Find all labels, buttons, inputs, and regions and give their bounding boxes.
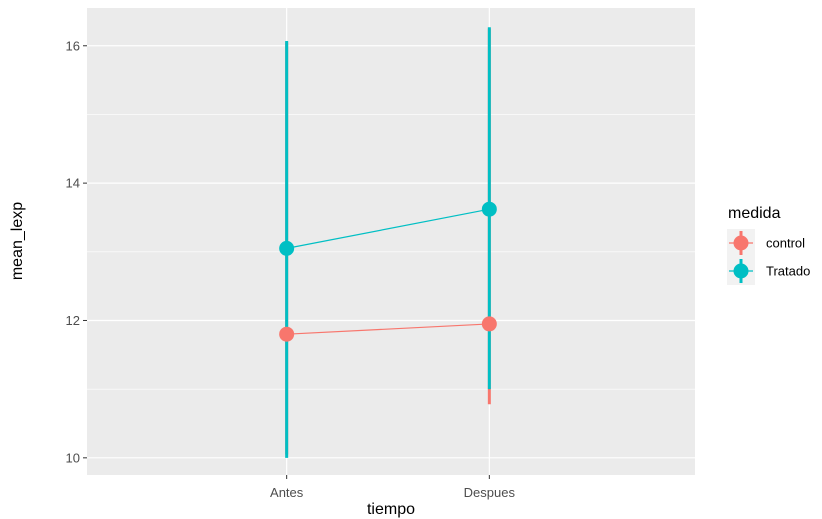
legend-title: medida [728, 205, 781, 222]
legend-key-point [733, 235, 749, 251]
x-axis-title: tiempo [367, 501, 415, 518]
legend-item-tratado: Tratado [727, 257, 810, 285]
y-tick-label: 16 [66, 38, 80, 53]
x-axis: Antes Despues [270, 475, 515, 500]
y-tick-label: 14 [66, 176, 80, 191]
legend-key-point [733, 263, 749, 279]
legend-label: control [766, 236, 805, 251]
y-axis: 10 12 14 16 [66, 38, 87, 465]
y-tick-label: 10 [66, 450, 80, 465]
series-line-control [286, 323, 490, 335]
x-tick-label: Despues [464, 485, 516, 500]
panel-background [87, 8, 695, 475]
data-point-tratado [279, 240, 295, 256]
series-lines [286, 208, 490, 335]
data-point-control [481, 316, 497, 332]
legend-item-control: control [727, 229, 805, 257]
legend: medida control Tratado [727, 205, 810, 285]
data-point-tratado [481, 201, 497, 217]
data-point-control [279, 326, 295, 342]
y-tick-label: 12 [66, 313, 80, 328]
legend-label: Tratado [766, 264, 810, 279]
x-tick-label: Antes [270, 485, 304, 500]
series-line-tratado [286, 208, 490, 249]
data-points [279, 201, 497, 342]
y-axis-title: mean_lexp [9, 202, 26, 280]
